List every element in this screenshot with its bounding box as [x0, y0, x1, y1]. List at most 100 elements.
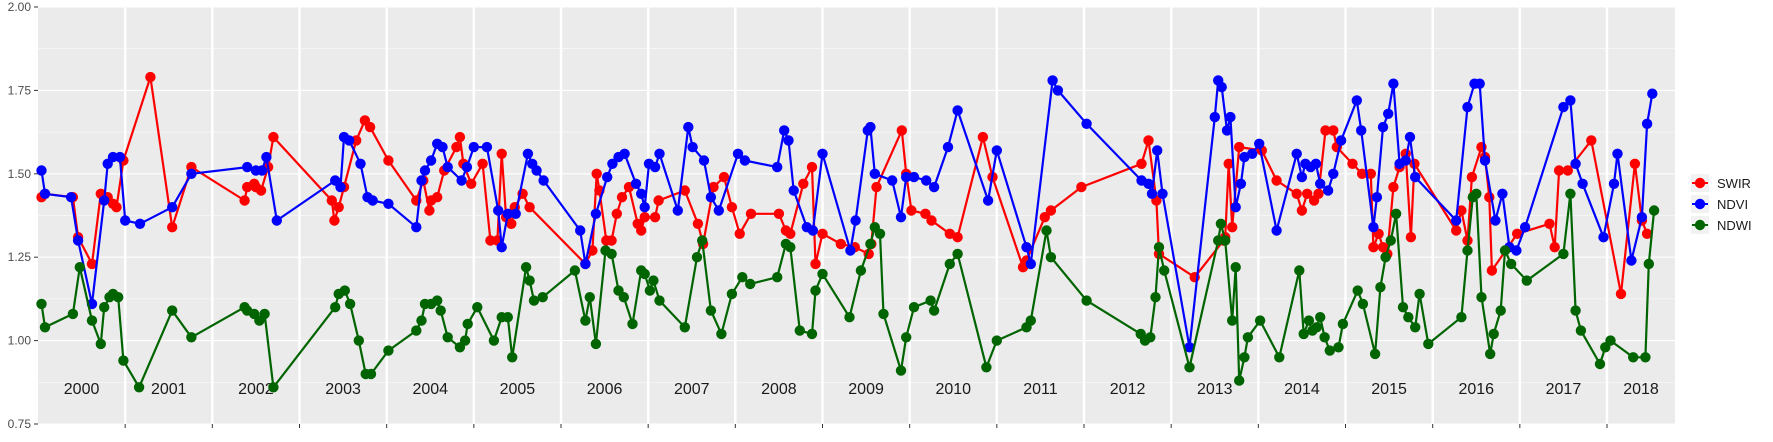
data-point-ndvi [1230, 202, 1241, 213]
data-point-swir [806, 161, 818, 173]
data-point-ndvi [344, 135, 355, 146]
data-point-ndvi [1356, 125, 1367, 136]
data-point-ndvi [788, 185, 799, 196]
data-point-swir [333, 202, 344, 213]
data-point-ndvi [1254, 138, 1265, 149]
data-point-swir [817, 228, 828, 239]
data-point-ndvi [261, 151, 272, 163]
year-label: 2018 [1623, 381, 1659, 398]
data-point-ndvi [654, 148, 665, 159]
data-point-ndwi [383, 345, 394, 356]
data-point-ndwi [772, 272, 783, 283]
data-point-swir [1451, 225, 1462, 236]
data-point-swir [798, 178, 809, 189]
data-point-swir [145, 71, 156, 83]
data-point-swir [1302, 188, 1313, 199]
data-point-ndvi [271, 215, 282, 226]
year-label: 2012 [1110, 381, 1146, 398]
year-label: 2006 [587, 381, 623, 398]
data-point-ndvi [134, 218, 146, 229]
data-point-ndvi [442, 161, 453, 173]
data-point-ndvi [1388, 78, 1399, 89]
data-point-ndvi [1184, 342, 1195, 353]
data-point-ndwi [524, 275, 535, 286]
data-point-ndwi [654, 295, 665, 306]
data-point-swir [734, 228, 745, 239]
data-point-ndwi [895, 365, 907, 376]
data-point-ndwi [944, 258, 955, 270]
data-point-ndwi [113, 292, 124, 303]
data-point-swir [1347, 158, 1358, 169]
data-point-ndvi [411, 222, 422, 233]
y-tick-label: 2.00 [8, 0, 32, 14]
data-point-swir [611, 208, 622, 219]
data-point-ndwi [1294, 265, 1305, 276]
data-point-ndvi [531, 165, 542, 176]
data-point-ndwi [411, 325, 422, 336]
data-point-ndvi [39, 188, 51, 199]
series-ndvi [36, 75, 1658, 353]
data-point-ndwi [716, 328, 727, 340]
y-tick-label: 1.75 [8, 83, 32, 97]
data-point-ndvi [1511, 245, 1522, 256]
data-point-ndwi [1025, 315, 1037, 326]
data-point-ndwi [528, 295, 540, 306]
legend-label-swir: SWIR [1717, 176, 1751, 191]
data-point-ndvi [713, 205, 724, 216]
data-point-swir [1549, 242, 1560, 253]
data-point-ndvi [575, 225, 586, 236]
data-point-ndvi [1598, 232, 1609, 243]
data-point-ndwi [86, 315, 98, 326]
data-point-ndvi [167, 202, 178, 213]
data-point-ndvi [1152, 145, 1163, 156]
data-point-ndvi [590, 208, 602, 219]
data-point-ndwi [1594, 358, 1606, 370]
data-point-swir [810, 258, 821, 270]
data-point-ndwi [1254, 315, 1266, 326]
data-point-ndvi [416, 175, 427, 186]
data-point-ndwi [1184, 362, 1195, 373]
data-point-ndwi [584, 292, 595, 303]
year-label: 2017 [1546, 381, 1582, 398]
year-label: 2015 [1371, 381, 1407, 398]
data-point-ndwi [67, 308, 79, 320]
data-point-ndvi [1474, 78, 1485, 89]
data-point-ndvi [1247, 148, 1258, 159]
data-point-swir [383, 155, 394, 166]
data-point-swir [1553, 165, 1565, 176]
data-point-swir [649, 212, 661, 223]
data-point-ndvi [865, 121, 876, 133]
data-point-ndvi [779, 125, 790, 136]
data-point-ndvi [1239, 151, 1250, 163]
data-point-swir [616, 192, 628, 203]
data-point-ndwi [1315, 312, 1326, 323]
data-point-swir [1227, 222, 1238, 233]
data-point-swir [1313, 188, 1324, 199]
data-point-ndvi [982, 195, 994, 206]
data-point-ndvi [1626, 255, 1637, 266]
data-point-ndwi [435, 305, 446, 316]
data-point-ndvi [1328, 168, 1339, 179]
data-point-ndvi [683, 121, 694, 133]
data-point-ndvi [1570, 158, 1581, 169]
data-point-swir [952, 232, 963, 243]
data-point-ndwi [186, 332, 197, 343]
data-point-ndvi [1157, 188, 1168, 199]
data-point-ndvi [1410, 171, 1421, 183]
data-point-swir [606, 235, 617, 246]
data-point-ndvi [367, 195, 378, 206]
data-point-ndwi [1385, 235, 1397, 246]
data-point-ndvi [425, 155, 437, 166]
year-label: 2008 [761, 381, 797, 398]
data-point-ndwi [1220, 235, 1231, 246]
data-point-swir [871, 181, 882, 193]
data-point-ndwi [1298, 328, 1309, 340]
data-point-swir [773, 208, 785, 219]
data-point-ndwi [1456, 312, 1467, 323]
data-point-ndvi [636, 188, 647, 199]
data-point-swir [167, 222, 178, 233]
data-point-ndwi [1352, 285, 1363, 296]
data-point-ndwi [1499, 245, 1511, 256]
data-point-ndwi [1274, 352, 1285, 363]
data-point-ndwi [569, 265, 581, 276]
